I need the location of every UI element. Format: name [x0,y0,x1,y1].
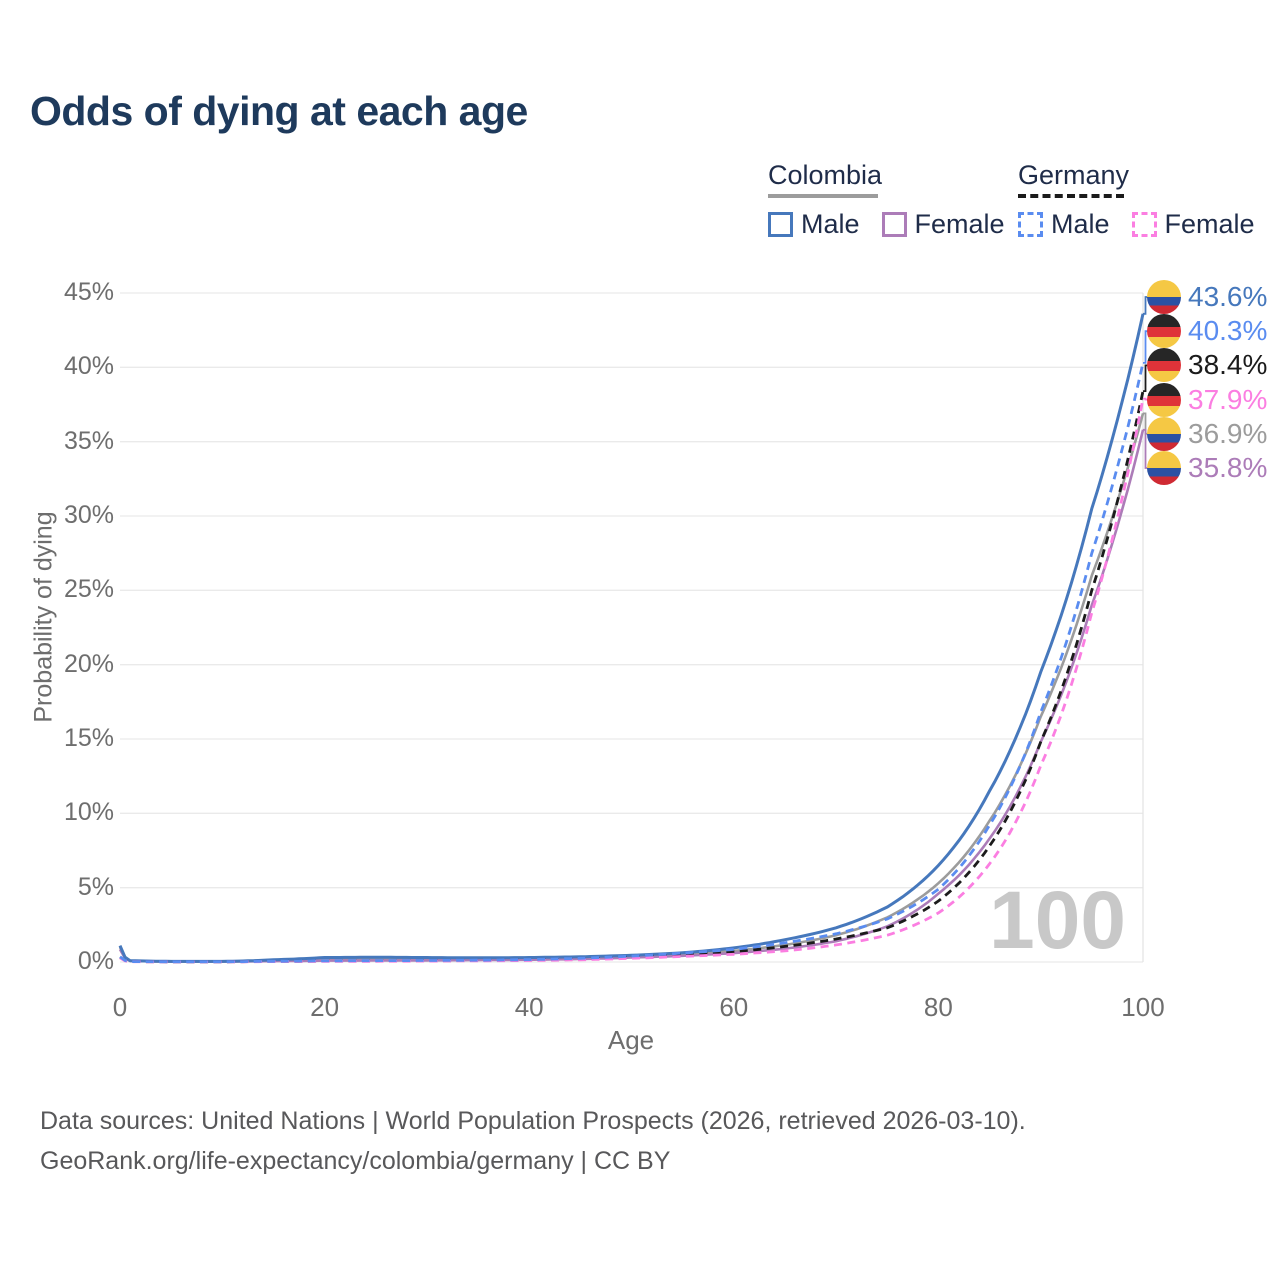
y-tick-label: 15% [63,724,114,752]
legend-item-germany-male[interactable]: Male [1018,209,1110,240]
colombia-flag-icon [1147,416,1181,451]
y-tick-label: 40% [63,352,114,381]
germany-flag-icon [1147,382,1181,417]
end-label-colombia-female: 35.8% [1147,451,1267,486]
x-tick-label: 40 [514,992,544,1022]
legend-country-colombia: Colombia [768,160,883,190]
chart-title: Odds of dying at each age [30,88,528,134]
legend-colombia-line-swatch [768,194,878,198]
y-axis-title: Probability of dying [29,511,58,723]
end-label-value: 36.9% [1188,417,1268,449]
end-label-germany-male: 40.3% [1147,314,1267,349]
legend-colombia-male-swatch [768,212,793,237]
legend-item-label: Male [801,209,860,239]
end-label-value: 37.9% [1188,383,1268,415]
y-tick-label: 45% [63,278,114,306]
end-label-germany: 38.4% [1147,348,1267,383]
germany-flag-icon [1147,348,1181,383]
legend-country-germany: Germany [1018,160,1130,190]
legend-germany-male-swatch [1018,212,1043,237]
legend-item-label: Female [914,209,1005,239]
end-label-value: 40.3% [1188,315,1268,347]
legend-item-colombia-male[interactable]: Male [768,209,860,240]
x-tick-label: 80 [923,992,953,1022]
legend-group-colombia: Colombia Male Female [768,160,1005,240]
end-label-value: 38.4% [1188,349,1268,381]
colombia-flag-icon [1147,280,1181,314]
y-tick-label: 20% [63,649,114,678]
series-line-germany-female [119,398,1145,964]
end-label-germany-female: 37.9% [1147,382,1267,417]
y-tick-label: 25% [63,575,114,604]
end-label-colombia: 36.9% [1147,416,1267,451]
footer-link: GeoRank.org/life-expectancy/colombia/ger… [40,1147,671,1175]
x-tick-label: 60 [719,992,749,1022]
legend-item-colombia-female[interactable]: Female [881,209,1005,240]
end-label-value: 43.6% [1188,281,1268,312]
y-tick-label: 35% [63,426,114,455]
legend-item-germany-female[interactable]: Female [1131,209,1255,240]
series-line-germany-male [119,362,1145,964]
y-tick-label: 0% [77,947,114,975]
end-label-value: 35.8% [1188,452,1268,483]
legend-germany-female-swatch [1131,212,1157,237]
end-label-colombia-male: 43.6% [1147,280,1267,315]
legend-colombia-female-swatch [881,212,907,237]
legend-item-label: Female [1164,209,1255,239]
x-tick-label: 0 [112,992,128,1022]
series-line-colombia-male [118,313,1145,963]
footer-datasource: Data sources: United Nations | World Pop… [40,1107,1026,1135]
series-lines [118,313,1145,964]
age-watermark: 100 [989,875,1126,966]
x-tick-label: 20 [310,992,340,1022]
colombia-flag-icon [1147,451,1181,485]
legend-item-label: Male [1051,209,1110,239]
x-tick-label: 100 [1121,992,1165,1022]
x-axis-title: Age [607,1025,655,1055]
series-line-colombia-female [118,429,1145,963]
y-tick-label: 30% [63,501,114,529]
legend-germany-line-swatch [1018,194,1124,198]
y-tick-label: 10% [63,798,114,827]
y-tick-label: 5% [77,872,114,901]
germany-flag-icon [1147,314,1181,349]
legend-group-germany: Germany Male Female [1018,160,1255,240]
